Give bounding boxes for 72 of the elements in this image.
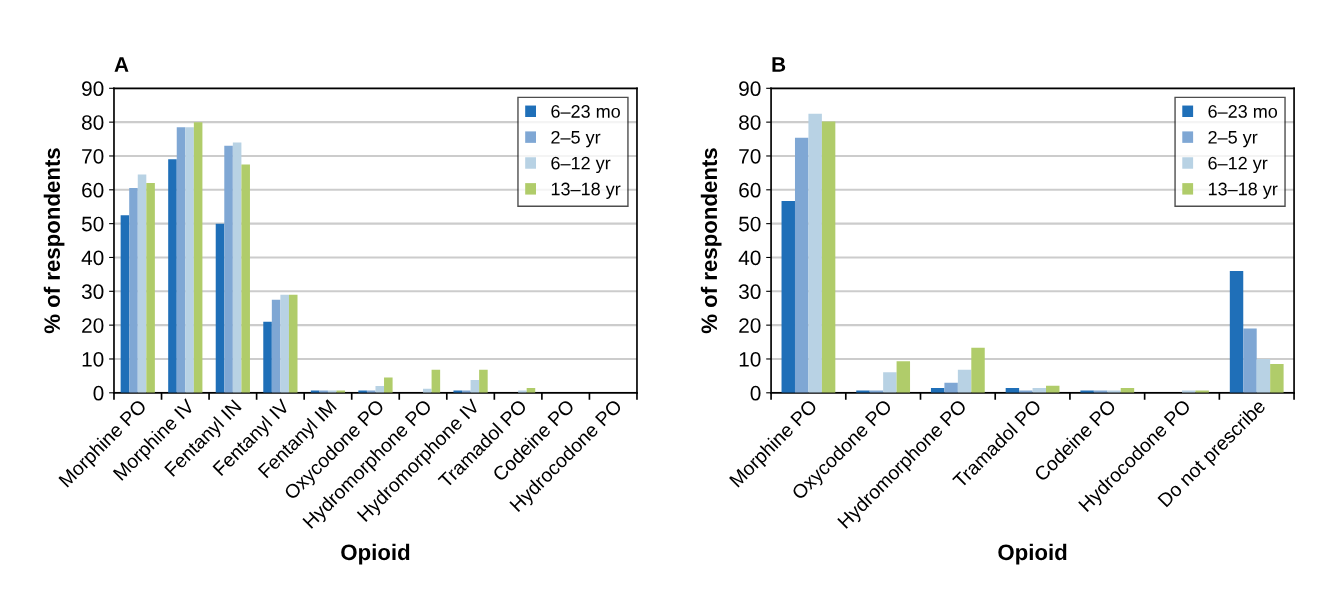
y-tick-label: 50 [81, 216, 104, 232]
bar [1243, 328, 1257, 393]
y-tick-label: 80 [82, 115, 104, 130]
bar [1229, 271, 1244, 393]
bar [384, 377, 393, 393]
bar [781, 200, 795, 393]
bar [271, 299, 281, 393]
y-tick-label: 30 [738, 284, 761, 300]
bar [794, 137, 809, 393]
bar [336, 390, 346, 393]
y-tick-label: 0 [93, 385, 104, 401]
bar [1256, 358, 1271, 393]
y-tick-label: 10 [739, 351, 761, 367]
y-tick-label: 40 [81, 250, 104, 266]
bar [518, 390, 527, 393]
bar [176, 127, 186, 393]
bar [1270, 364, 1284, 393]
y-tick-label: 0 [750, 385, 761, 401]
bar [375, 386, 385, 393]
y-tick-label: 20 [739, 318, 761, 333]
bar [146, 183, 155, 393]
bar [288, 294, 298, 393]
y-tick-label: 60 [82, 182, 104, 198]
legend-label: 2–5 yr [551, 130, 601, 148]
bar [883, 372, 897, 393]
bar [957, 369, 972, 393]
bar [137, 174, 147, 393]
chart-title: B [772, 57, 786, 72]
x-axis-title: Opioid [998, 543, 1067, 565]
bar [319, 390, 328, 393]
bar [263, 321, 272, 393]
y-tick-label: 90 [82, 81, 104, 97]
y-axis-title: % of respondents [700, 148, 722, 334]
bar [185, 127, 194, 393]
bar [193, 122, 203, 393]
y-tick-label: 30 [81, 284, 104, 300]
legend-label: 13–18 yr [1208, 182, 1278, 199]
y-tick-label: 70 [82, 148, 104, 164]
bar [129, 188, 138, 393]
y-tick-label: 20 [82, 318, 104, 333]
legend-label: 13–18 yr [551, 182, 621, 199]
bar [168, 159, 177, 393]
bar [971, 347, 985, 393]
bar [358, 390, 367, 393]
y-tick-label: 50 [739, 216, 761, 232]
y-tick-label: 40 [738, 250, 761, 266]
bar [821, 121, 836, 393]
bar [224, 145, 233, 393]
x-axis-title: Opioid [341, 543, 410, 565]
y-axis-title: % of respondents [43, 148, 65, 334]
y-tick-label: 10 [82, 351, 104, 367]
bar [232, 142, 242, 393]
chart-title: A [114, 57, 129, 72]
legend-label: 6–23 mo [551, 105, 620, 118]
y-tick-label: 70 [739, 148, 761, 164]
legend-label: 6–23 mo [1208, 105, 1278, 118]
bar [280, 294, 289, 393]
bar [479, 369, 488, 393]
y-tick-label: 80 [739, 115, 761, 130]
bar [462, 390, 471, 393]
legend-label: 2–5 yr [1208, 130, 1258, 148]
legend-label: 6–12 yr [1208, 156, 1268, 174]
bar [215, 223, 225, 393]
legend-label: 6–12 yr [551, 156, 611, 174]
bar [896, 361, 911, 393]
bar [944, 382, 958, 393]
bar [808, 113, 822, 393]
bar [453, 390, 463, 393]
y-tick-label: 90 [739, 81, 761, 97]
y-tick-label: 60 [739, 182, 761, 198]
bar [120, 215, 130, 393]
bar [241, 164, 250, 393]
